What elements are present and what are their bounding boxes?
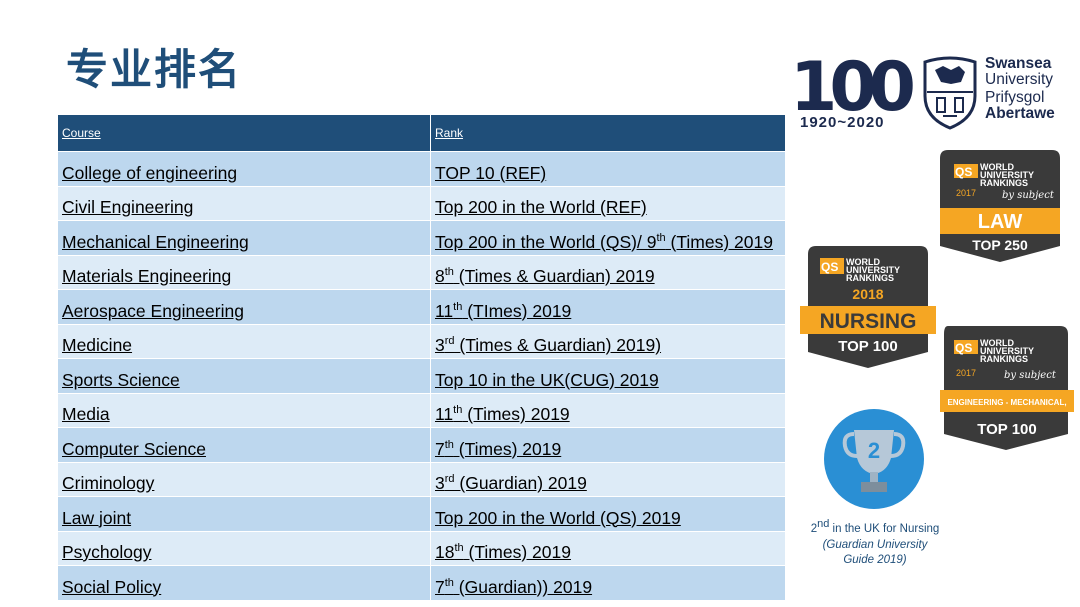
university-crest-icon bbox=[923, 56, 977, 130]
course-cell: Mechanical Engineering bbox=[57, 220, 431, 256]
rank-cell: TOP 10 (REF) bbox=[430, 151, 786, 187]
table-row: Law joint Top 200 in the World (QS) 2019 bbox=[57, 496, 786, 532]
rank-cell: Top 200 in the World (QS) 2019 bbox=[430, 496, 786, 532]
table-row: Aerospace Engineering 11th (TImes) 2019 bbox=[57, 289, 786, 325]
svg-text:RANKINGS: RANKINGS bbox=[846, 273, 894, 283]
course-cell: Sports Science bbox=[57, 358, 431, 394]
svg-text:TOP 100: TOP 100 bbox=[838, 338, 898, 355]
course-cell: Medicine bbox=[57, 323, 431, 359]
svg-text:TOP 250: TOP 250 bbox=[972, 237, 1028, 253]
table-row: Medicine 3rd (Times & Guardian) 2019) bbox=[57, 323, 786, 359]
qs-law-badge: QS WORLD UNIVERSITY RANKINGS 2017 by sub… bbox=[940, 150, 1060, 262]
nursing-caption: 2nd in the UK for Nursing (Guardian Univ… bbox=[810, 518, 940, 566]
course-cell: Materials Engineering bbox=[57, 254, 431, 290]
qs-nursing-badge: QS WORLD UNIVERSITY RANKINGS 2018 NURSIN… bbox=[800, 246, 936, 368]
rank-cell: 11th (Times) 2019 bbox=[430, 392, 786, 428]
course-cell: College of engineering bbox=[57, 151, 431, 187]
header-course: Course bbox=[57, 114, 431, 152]
svg-text:by subject: by subject bbox=[1004, 370, 1057, 381]
svg-text:QS: QS bbox=[821, 260, 838, 274]
svg-text:WORLD: WORLD bbox=[980, 162, 1014, 172]
table-row: Computer Science 7th (Times) 2019 bbox=[57, 427, 786, 463]
svg-text:RANKINGS: RANKINGS bbox=[980, 354, 1028, 364]
svg-text:2017: 2017 bbox=[956, 188, 976, 198]
svg-text:2: 2 bbox=[868, 438, 880, 463]
course-cell: Criminology bbox=[57, 461, 431, 497]
rank-cell: 8th (Times & Guardian) 2019 bbox=[430, 254, 786, 290]
table-row: Psychology 18th (Times) 2019 bbox=[57, 530, 786, 566]
svg-text:NURSING: NURSING bbox=[820, 310, 917, 333]
table-row: Mechanical Engineering Top 200 in the Wor… bbox=[57, 220, 786, 256]
rank-cell: 3rd (Guardian) 2019 bbox=[430, 461, 786, 497]
logo-years: 1920~2020 bbox=[800, 114, 885, 131]
rank-cell: 11th (TImes) 2019 bbox=[430, 289, 786, 325]
table-row: Materials Engineering 8th (Times & Guardi… bbox=[57, 254, 786, 290]
svg-text:WORLD: WORLD bbox=[846, 257, 880, 267]
course-cell: Psychology bbox=[57, 530, 431, 566]
svg-text:RANKINGS: RANKINGS bbox=[980, 178, 1028, 188]
svg-text:UNIVERSITY: UNIVERSITY bbox=[846, 265, 900, 275]
ranking-table: Course Rank College of engineering TOP 10… bbox=[57, 114, 786, 601]
table-row: Social Policy 7th (Guardian)) 2019 bbox=[57, 565, 786, 601]
centenary-logo: 100 bbox=[790, 56, 918, 116]
course-cell: Civil Engineering bbox=[57, 185, 431, 221]
table-row: Media 11th (Times) 2019 bbox=[57, 392, 786, 428]
svg-text:LAW: LAW bbox=[978, 211, 1023, 233]
course-cell: Computer Science bbox=[57, 427, 431, 463]
rank-cell: Top 200 in the World (REF) bbox=[430, 185, 786, 221]
logo-number: 100 bbox=[790, 56, 914, 116]
table-row: Civil Engineering Top 200 in the World (R… bbox=[57, 185, 786, 221]
table-row: Sports Science Top 10 in the UK(CUG) 2019 bbox=[57, 358, 786, 394]
rank-cell: 7th (Times) 2019 bbox=[430, 427, 786, 463]
course-cell: Social Policy bbox=[57, 565, 431, 601]
trophy-icon: 2 bbox=[824, 409, 924, 509]
table-row: College of engineering TOP 10 (REF) bbox=[57, 151, 786, 187]
svg-text:TOP 100: TOP 100 bbox=[977, 421, 1037, 438]
rank-cell: 7th (Guardian)) 2019 bbox=[430, 565, 786, 601]
svg-text:2018: 2018 bbox=[852, 286, 883, 302]
rank-cell: Top 10 in the UK(CUG) 2019 bbox=[430, 358, 786, 394]
qs-mechanical-badge: QS WORLD UNIVERSITY RANKINGS 2017 by sub… bbox=[940, 326, 1074, 450]
university-name: Swansea University Prifysgol Abertawe bbox=[985, 55, 1055, 122]
rank-cell: Top 200 in the World (QS)/ 9th (Times) 2… bbox=[430, 220, 786, 256]
course-cell: Law joint bbox=[57, 496, 431, 532]
svg-text:by subject: by subject bbox=[1002, 190, 1055, 201]
rank-cell: 3rd (Times & Guardian) 2019) bbox=[430, 323, 786, 359]
course-cell: Aerospace Engineering bbox=[57, 289, 431, 325]
svg-text:ENGINEERING - MECHANICAL,: ENGINEERING - MECHANICAL, bbox=[947, 398, 1066, 407]
svg-text:UNIVERSITY: UNIVERSITY bbox=[980, 346, 1034, 356]
page-title: 专业排名 bbox=[66, 45, 243, 94]
svg-text:QS: QS bbox=[955, 341, 972, 355]
table-row: Criminology 3rd (Guardian) 2019 bbox=[57, 461, 786, 497]
svg-text:2017: 2017 bbox=[956, 368, 976, 378]
rank-cell: 18th (Times) 2019 bbox=[430, 530, 786, 566]
svg-text:QS: QS bbox=[955, 165, 972, 179]
svg-text:WORLD: WORLD bbox=[980, 338, 1014, 348]
header-rank: Rank bbox=[430, 114, 786, 152]
course-cell: Media bbox=[57, 392, 431, 428]
svg-text:UNIVERSITY: UNIVERSITY bbox=[980, 170, 1034, 180]
